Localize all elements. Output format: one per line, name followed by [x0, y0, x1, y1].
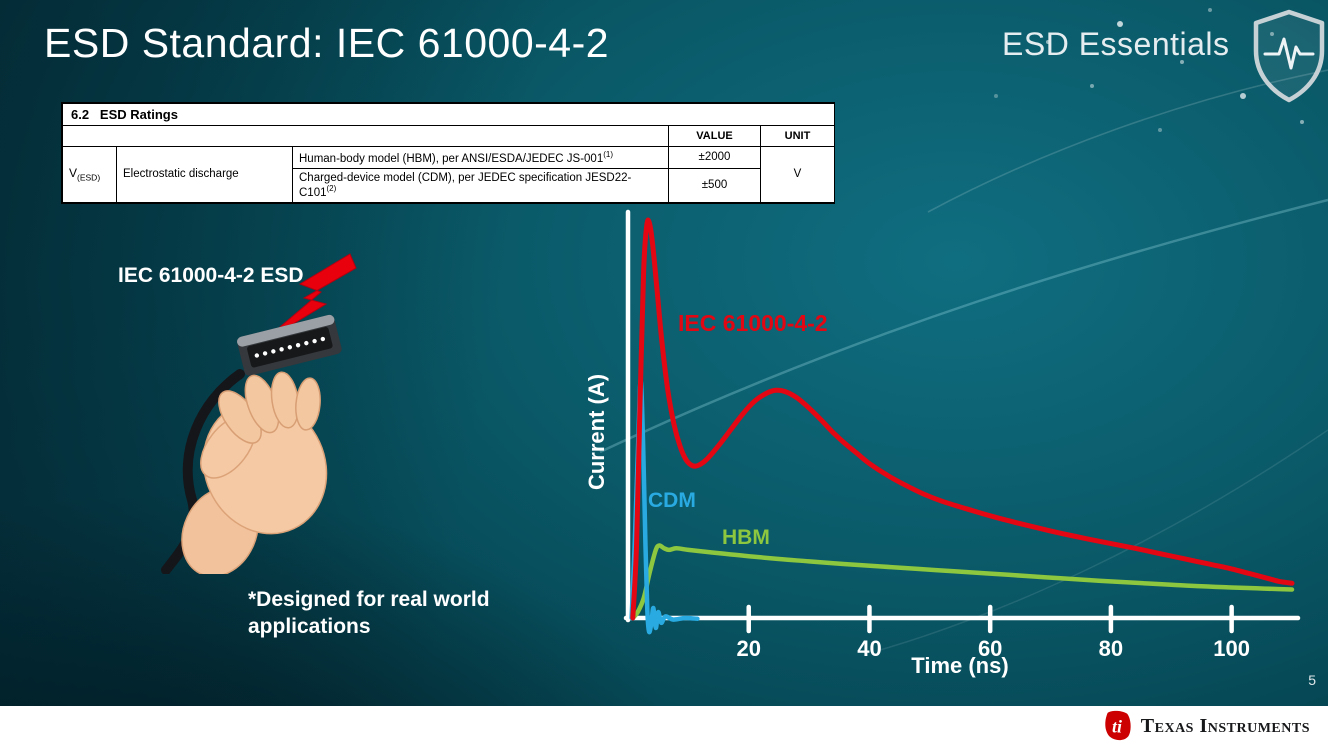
footer-bar: ti Texas Instruments — [0, 706, 1328, 746]
value-cell-hbm: ±2000 — [668, 146, 761, 169]
curve-label-cdm: CDM — [648, 489, 696, 512]
table-row: Charged-device model (CDM), per JEDEC sp… — [63, 167, 835, 203]
esd-shield-icon — [1253, 9, 1325, 103]
brand-title: ESD Essentials — [1002, 26, 1230, 62]
symbol-cell: V(ESD) — [62, 146, 117, 203]
page-title: ESD Standard: IEC 61000-4-2 — [44, 20, 610, 66]
empty-header-cell — [62, 125, 669, 147]
iec-esd-label: IEC 61000-4-2 ESD — [118, 264, 304, 287]
hdmi-connector-icon — [237, 314, 342, 376]
value-cell-cdm: ±500 — [668, 167, 761, 203]
condition-cell-cdm: Charged-device model (CDM), per JEDEC sp… — [292, 167, 669, 203]
designed-note: *Designed for real world applications — [248, 588, 490, 639]
page-number: 5 — [1308, 672, 1316, 688]
section-title: ESD Ratings — [99, 107, 178, 122]
unit-cell: V — [759, 146, 836, 203]
hand-esd-illustration — [161, 253, 357, 574]
curve-label-hbm: HBM — [722, 526, 770, 549]
ti-wordmark: Texas Instruments — [1140, 714, 1310, 737]
table-section-header: 6.2 ESD Ratings — [61, 103, 836, 126]
condition-cell-hbm: Human-body model (HBM), per ANSI/ESDA/JE… — [292, 146, 669, 169]
ti-bug-icon: ti — [1105, 710, 1131, 741]
y-axis-label: Current (A) — [584, 373, 609, 491]
section-number: 6.2 — [71, 107, 90, 122]
esd-ratings-table: 6.2 ESD Ratings VALUE UNIT V(ESD) Electr… — [61, 103, 836, 203]
ti-logo: ti Texas Instruments — [1102, 706, 1310, 746]
x-axis-label: Time (ns) — [911, 653, 1009, 678]
table-row: V(ESD) Electrostatic discharge Human-bod… — [62, 146, 836, 203]
svg-text:ti: ti — [1112, 717, 1122, 737]
curve-label-iec: IEC 61000-4-2 — [678, 310, 828, 336]
parameter-cell: Electrostatic discharge — [116, 146, 293, 203]
table-column-headers: VALUE UNIT — [62, 125, 836, 147]
value-column-header: VALUE — [668, 125, 761, 147]
unit-column-header: UNIT — [759, 125, 836, 147]
